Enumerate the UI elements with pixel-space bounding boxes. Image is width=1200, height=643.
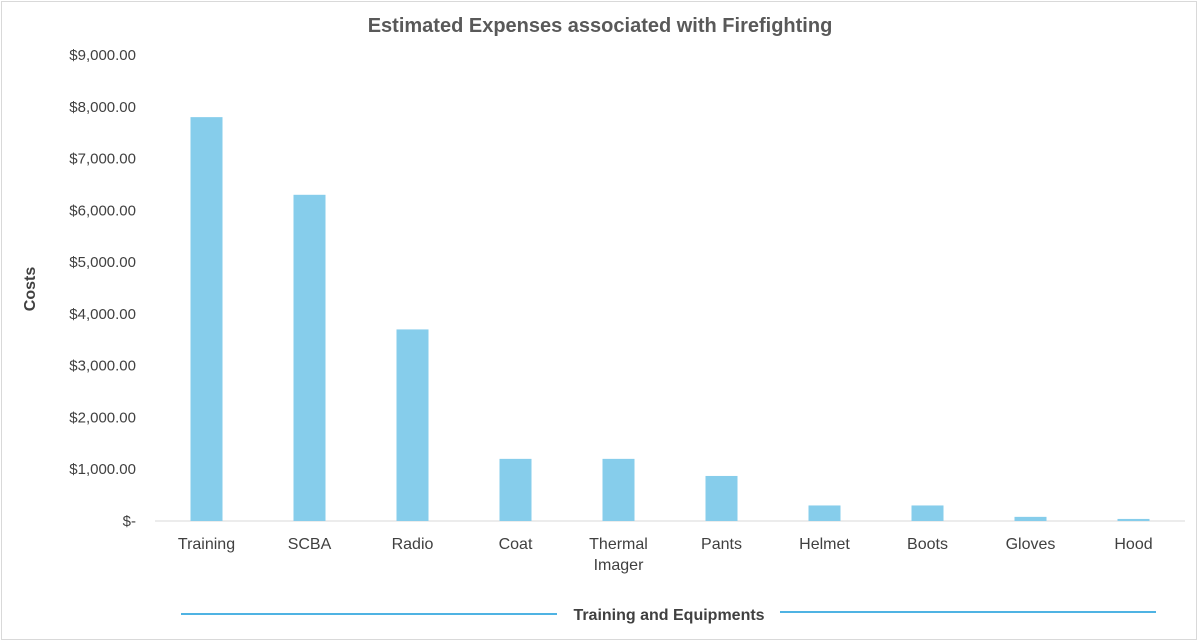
x-tick-label: Coat: [499, 536, 533, 553]
x-axis-ticks: Training SCBA Radio Coat Thermal Imager Pants H…: [178, 536, 1153, 574]
bar: [911, 505, 944, 521]
y-tick-label: $2,000.00: [69, 409, 136, 426]
x-tick-label: Thermal Imager: [589, 536, 648, 574]
y-axis-ticks: $- $1,000.00 $2,000.00 $3,000.00 $4,000.00 $5…: [69, 47, 136, 530]
bar: [396, 329, 429, 521]
bar: [499, 458, 532, 521]
bar: [602, 458, 635, 521]
y-tick-label: $3,000.00: [69, 358, 136, 375]
x-tick-label: SCBA: [288, 536, 332, 553]
x-tick-label: Gloves: [1006, 536, 1056, 553]
y-tick-label: $9,000.00: [69, 47, 136, 64]
y-tick-label: $7,000.00: [69, 151, 136, 168]
bar: [293, 194, 326, 522]
bar: [190, 117, 223, 521]
y-tick-label: $-: [123, 513, 136, 530]
y-axis-title: Costs: [22, 267, 39, 312]
x-tick-label: Boots: [907, 536, 948, 553]
y-tick-label: $4,000.00: [69, 306, 136, 323]
x-tick-label: Radio: [392, 536, 434, 553]
x-tick-label: Helmet: [799, 536, 850, 553]
bars-group: [190, 117, 1150, 522]
x-tick-label: Hood: [1114, 536, 1152, 553]
bar: [808, 505, 841, 521]
bar: [1117, 518, 1150, 521]
chart-title: Estimated Expenses associated with Firef…: [368, 15, 833, 37]
x-tick-label: Training: [178, 536, 235, 553]
x-axis-title: Training and Equipments: [573, 607, 764, 624]
y-tick-label: $5,000.00: [69, 254, 136, 271]
y-tick-label: $6,000.00: [69, 202, 136, 219]
y-tick-label: $1,000.00: [69, 461, 136, 478]
bar: [1014, 516, 1047, 521]
y-tick-label: $8,000.00: [69, 99, 136, 116]
x-tick-label: Pants: [701, 536, 742, 553]
bar: [705, 475, 738, 521]
